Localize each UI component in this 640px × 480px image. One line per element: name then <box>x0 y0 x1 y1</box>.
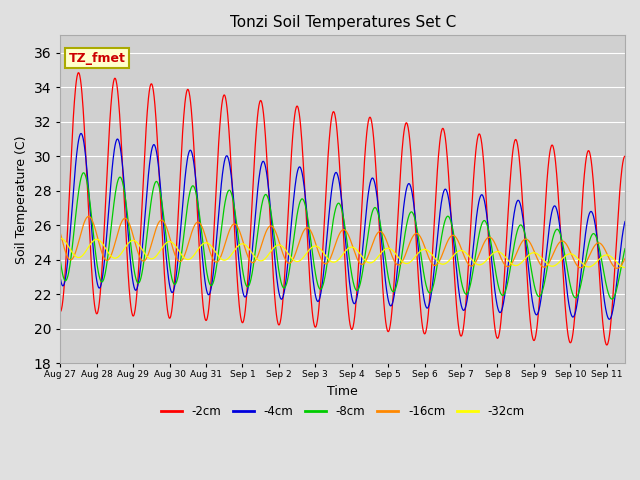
Text: TZ_fmet: TZ_fmet <box>69 51 125 65</box>
-16cm <box>484 235 492 240</box>
-8cm <box>484 225 492 230</box>
Line: -8cm: -8cm <box>60 173 625 299</box>
-2cm <box>56 309 64 314</box>
-4cm <box>169 289 177 295</box>
-2cm <box>547 145 554 151</box>
-16cm <box>621 256 629 262</box>
-8cm <box>56 258 64 264</box>
-2cm <box>621 153 629 159</box>
-4cm <box>547 216 554 221</box>
-32cm <box>484 256 492 262</box>
Line: -4cm: -4cm <box>60 133 625 319</box>
-32cm <box>158 245 166 251</box>
-2cm <box>169 300 177 305</box>
Line: -16cm: -16cm <box>60 216 625 268</box>
-4cm <box>220 163 227 168</box>
-4cm <box>77 131 85 136</box>
-32cm <box>621 264 629 270</box>
-4cm <box>158 204 166 210</box>
X-axis label: Time: Time <box>327 385 358 398</box>
-8cm <box>271 239 279 244</box>
-4cm <box>56 276 64 281</box>
Title: Tonzi Soil Temperatures Set C: Tonzi Soil Temperatures Set C <box>230 15 456 30</box>
Legend: -2cm, -4cm, -8cm, -16cm, -32cm: -2cm, -4cm, -8cm, -16cm, -32cm <box>156 401 529 423</box>
-2cm <box>75 70 83 75</box>
-8cm <box>220 208 227 214</box>
-16cm <box>271 228 279 233</box>
-8cm <box>158 201 166 207</box>
-2cm <box>158 230 166 236</box>
-16cm <box>158 217 166 223</box>
-4cm <box>484 222 492 228</box>
-16cm <box>85 214 93 219</box>
-4cm <box>605 316 613 322</box>
-8cm <box>169 278 177 284</box>
-8cm <box>79 170 87 176</box>
-2cm <box>220 93 227 98</box>
Line: -32cm: -32cm <box>60 238 625 267</box>
-8cm <box>621 246 629 252</box>
Line: -2cm: -2cm <box>60 72 625 345</box>
-32cm <box>168 240 176 245</box>
-8cm <box>608 296 616 302</box>
-16cm <box>547 257 554 263</box>
Y-axis label: Soil Temperature (C): Soil Temperature (C) <box>15 135 28 264</box>
-2cm <box>271 296 279 302</box>
-16cm <box>220 246 227 252</box>
-32cm <box>271 244 278 250</box>
-4cm <box>621 219 629 225</box>
-32cm <box>220 257 227 263</box>
-16cm <box>613 265 621 271</box>
-8cm <box>547 246 554 252</box>
-32cm <box>547 263 554 269</box>
-16cm <box>169 245 177 251</box>
-2cm <box>603 342 611 348</box>
-16cm <box>56 230 64 236</box>
-4cm <box>271 257 279 263</box>
-2cm <box>484 226 492 231</box>
-32cm <box>56 235 64 241</box>
